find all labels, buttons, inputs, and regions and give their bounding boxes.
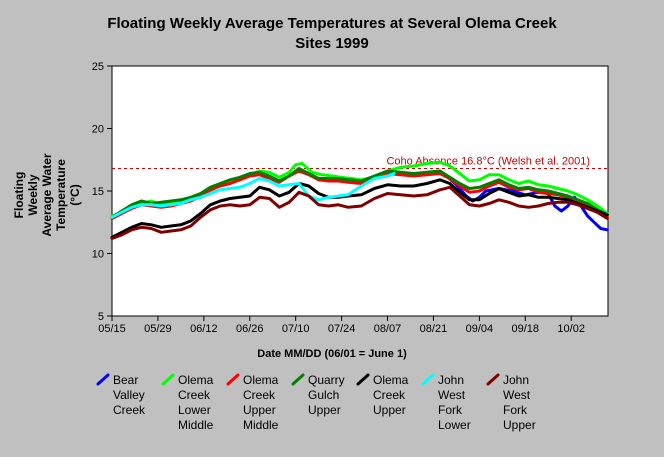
legend-label: Olema Creek Lower Middle [178,373,214,432]
legend-swatch-line [486,373,500,386]
y-tick-label: 15 [92,186,104,198]
legend-swatch [96,373,110,386]
x-tick-label: 06/12 [190,323,218,335]
y-tick-label: 5 [98,311,104,323]
x-tick-label: 07/24 [328,323,356,335]
legend-label: Quarry Gulch Upper [308,373,345,417]
legend-label: Bear Valley Creek [113,373,146,417]
legend-label: Olema Creek Upper [373,373,409,417]
plot-background [111,65,609,317]
x-tick-label: 05/15 [98,323,126,335]
series-line-quarry-gulch-upper [110,167,609,219]
x-tick-label: 05/29 [144,323,172,335]
y-tick-label: 20 [92,124,104,136]
x-tick-label: 08/21 [420,323,448,335]
x-tick-label: 07/10 [282,323,310,335]
x-tick-label: 10/02 [557,323,585,335]
legend-label: John West Fork Upper [503,373,536,432]
series-line-john-west-fork-upper [110,185,609,240]
x-tick-label: 09/04 [466,323,494,335]
legend-label: Olema Creek Upper Middle [243,373,279,432]
legend-swatch [421,373,435,386]
legend-swatch [486,373,500,386]
y-tick-label: 25 [92,61,104,73]
chart-title-line-2: Sites 1999 [295,35,369,52]
chart-title: Floating Weekly Average Temperatures at … [0,14,664,54]
legend-swatch-line [161,373,175,386]
legend-swatch [356,373,370,386]
legend-swatch-line [226,373,240,386]
x-axis-label: Date MM/DD (06/01 = June 1) [257,348,407,360]
legend-swatch-line [96,373,110,386]
x-tick-label: 08/07 [374,323,402,335]
x-tick-label: 06/26 [236,323,264,335]
x-tick-label: 09/18 [512,323,540,335]
legend-swatch-line [421,373,435,386]
legend-swatch-line [291,373,305,386]
legend-label: John West Fork Lower [438,373,471,432]
legend-swatch [161,373,175,386]
y-tick-label: 10 [92,249,104,261]
legend-swatch-line [356,373,370,386]
legend-swatch [291,373,305,386]
chart-title-line-1: Floating Weekly Average Temperatures at … [107,15,557,32]
series-line-john-west-fork-lower [110,172,396,219]
legend-swatch [226,373,240,386]
reference-line-label: Coho Absence 16.8°C (Welsh et al. 2001) [386,156,590,168]
